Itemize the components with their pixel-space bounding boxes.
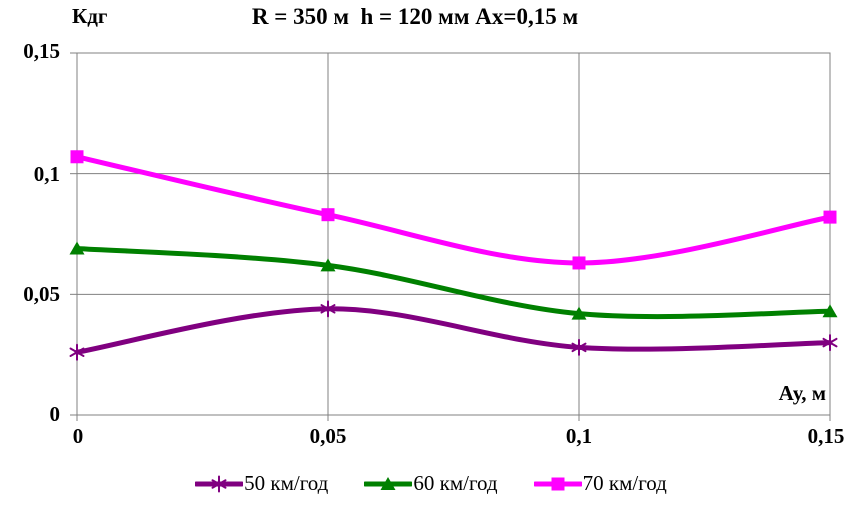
legend: 50 км/год 60 км/год 70 км/год (0, 471, 862, 496)
legend-item-60: 60 км/год (364, 471, 498, 496)
legend-swatch-50-asterisk-icon (195, 475, 244, 492)
chart-title: R = 350 м h = 120 мм Ах=0,15 м (251, 4, 579, 29)
legend-label-50: 50 км/год (244, 471, 329, 495)
square-marker (572, 256, 586, 270)
asterisk-marker (69, 343, 85, 361)
legend-item-50: 50 км/год (195, 471, 328, 496)
triangle-marker (571, 306, 587, 320)
series-markers-0 (69, 300, 838, 361)
series-markers-1 (69, 241, 838, 320)
legend-swatch-70-square-icon (533, 477, 582, 490)
square-marker (321, 208, 335, 222)
legend-item-70: 70 км/год (533, 471, 667, 496)
triangle-marker (380, 476, 396, 490)
plot-border (76, 52, 831, 416)
asterisk-marker (320, 300, 336, 318)
legend-label-70: 70 км/год (582, 471, 667, 495)
asterisk-marker (211, 475, 227, 492)
square-marker (70, 150, 84, 164)
y-axis-title: Кдг (72, 4, 108, 28)
triangle-marker (822, 304, 838, 318)
x-tick-label-01: 0,1 (565, 424, 593, 448)
y-tick-label-0: 0 (49, 402, 61, 427)
x-tick-label-0: 0 (72, 424, 84, 448)
triangle-marker (69, 241, 85, 255)
series-line-2 (74, 154, 833, 266)
x-axis-title: Ау, м (778, 381, 826, 405)
legend-swatch-60-triangle-icon (364, 476, 413, 490)
x-tick-label-015: 0,15 (807, 424, 845, 448)
legend-label-60: 60 км/год (413, 471, 498, 495)
x-tick-label-005: 0,05 (309, 424, 347, 448)
square-marker (823, 210, 837, 224)
triangle-marker (320, 258, 336, 272)
series-markers-2 (70, 150, 837, 270)
asterisk-marker (822, 334, 838, 352)
series-line-1 (74, 245, 833, 320)
square-marker (551, 477, 565, 490)
y-tick-label-005: 0,05 (23, 282, 60, 307)
series-line-0 (74, 306, 833, 355)
y-tick-label-015: 0,15 (23, 39, 60, 64)
asterisk-marker (571, 338, 587, 356)
y-tick-label-01: 0,1 (33, 162, 60, 187)
